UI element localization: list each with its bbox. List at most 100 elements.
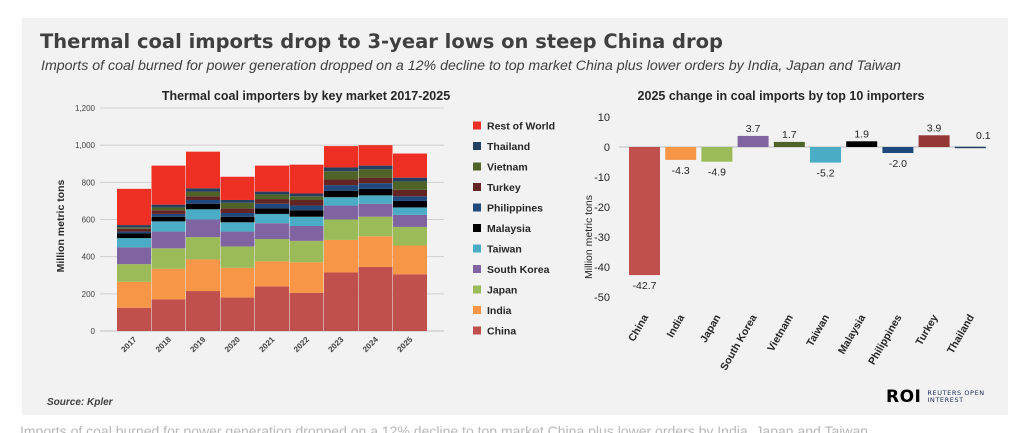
left-bar-segment-taiwan-2024 — [358, 195, 393, 204]
left-bar-segment-philippines-2022 — [289, 205, 324, 211]
left-bar-segment-taiwan-2022 — [289, 216, 324, 227]
left-bar-segment-india-2017 — [117, 281, 151, 308]
left-chart-x-tick-label: 2020 — [223, 335, 242, 354]
left-bar-segment-turkey-2024 — [358, 177, 393, 184]
chart-card: Thermal coal imports drop to 3-year lows… — [22, 18, 1008, 415]
left-bar-segment-rest-of-world-2024 — [358, 145, 393, 166]
left-bar-segment-turkey-2025 — [393, 189, 427, 197]
left-bar-segment-china-2019 — [186, 291, 220, 331]
left-bar-segment-malaysia-2017 — [117, 233, 151, 239]
right-bar-value-label: 1.7 — [782, 129, 797, 141]
right-chart-y-ticks: 10 0 -10 -20 -30 -40 -50 — [594, 112, 610, 304]
left-bar-segment-japan-2021 — [255, 239, 289, 262]
legend-label-china: China — [487, 326, 516, 338]
left-bar-segment-vietnam-2022 — [289, 196, 324, 200]
left-bar-segment-south-korea-2023 — [324, 205, 358, 220]
left-bar-segment-vietnam-2020 — [220, 202, 255, 209]
left-bar-segment-china-2021 — [255, 286, 289, 331]
left-chart-x-tick-label: 2017 — [119, 335, 138, 354]
left-bar-segment-thailand-2022 — [289, 193, 324, 197]
legend-swatch-south-korea — [473, 265, 481, 273]
left-chart-bars — [117, 145, 427, 331]
roi-logo-word: ROI — [886, 387, 922, 407]
legend-swatch-malaysia — [473, 224, 481, 232]
left-bar-segment-china-2017 — [117, 307, 151, 331]
left-bar-segment-malaysia-2019 — [186, 203, 220, 210]
right-chart-value-labels: -42.7 -4.3 -4.9 3.7 1.7 -5.2 1.9 -2.0 3.9 0.1 — [633, 122, 991, 292]
legend-label-india: India — [487, 305, 512, 317]
left-chart-x-tick-label: 2021 — [257, 335, 276, 354]
page-subtitle: Imports of coal burned for power generat… — [41, 58, 901, 74]
right-chart-x-tick-label: Turkey — [913, 312, 940, 347]
left-bar-segment-south-korea-2018 — [151, 231, 186, 249]
left-bar-segment-taiwan-2025 — [393, 207, 427, 215]
roi-logo: ROI REUTERS OPEN INTEREST — [886, 387, 985, 407]
charts-canvas: Thermal coal importers by key market 201… — [55, 89, 991, 373]
legend-label-vietnam: Vietnam — [487, 162, 528, 174]
legend-swatch-thailand — [473, 142, 481, 150]
left-bar-segment-turkey-2017 — [117, 228, 151, 232]
left-chart-x-tick-label: 2019 — [188, 335, 207, 354]
left-bar-segment-thailand-2019 — [186, 188, 220, 192]
left-chart-y-tick-label: 400 — [82, 253, 96, 262]
right-bar-south-korea — [737, 135, 769, 147]
left-bar-segment-taiwan-2020 — [220, 222, 255, 232]
right-chart-x-tick-label: Thailand — [945, 313, 977, 356]
left-bar-segment-south-korea-2025 — [393, 214, 427, 227]
left-bar-segment-taiwan-2017 — [117, 238, 151, 248]
right-bar-taiwan — [810, 147, 841, 163]
right-bar-philippines — [882, 147, 914, 153]
legend-swatch-rest-of-world — [473, 121, 481, 130]
legend-swatch-turkey — [473, 183, 481, 191]
left-bar-segment-taiwan-2023 — [324, 197, 358, 206]
left-bar-segment-thailand-2023 — [324, 167, 358, 172]
left-bar-segment-india-2023 — [324, 239, 358, 273]
left-bar-segment-south-korea-2022 — [289, 226, 324, 241]
right-chart-y-tick-label: -40 — [594, 262, 610, 274]
left-bar-segment-south-korea-2019 — [186, 219, 220, 238]
left-bar-segment-malaysia-2018 — [151, 216, 186, 222]
left-bar-segment-thailand-2025 — [393, 177, 427, 182]
right-chart-x-tick-label: China — [626, 312, 651, 343]
left-bar-segment-india-2019 — [186, 259, 220, 292]
source-note: Source: Kpler — [47, 397, 113, 408]
left-bar-segment-vietnam-2021 — [255, 194, 289, 200]
left-bar-segment-malaysia-2025 — [393, 200, 427, 208]
right-chart-x-tick-label: South Korea — [718, 312, 760, 372]
left-bar-segment-india-2025 — [393, 245, 427, 275]
left-bar-segment-malaysia-2024 — [358, 188, 393, 196]
left-chart-y-tick-label: 200 — [82, 290, 96, 299]
left-bar-segment-malaysia-2022 — [289, 210, 324, 217]
right-bar-value-label: -4.3 — [672, 165, 690, 177]
left-bar-segment-rest-of-world-2022 — [289, 164, 324, 194]
right-chart-y-tick-label: -10 — [594, 172, 610, 184]
left-chart-y-ticks: 0 200 400 600 800 1,000 1,200 — [75, 104, 96, 336]
legend-swatch-vietnam — [473, 162, 481, 171]
right-chart-y-axis-label: Million metric tons — [583, 195, 595, 279]
left-chart-y-tick-label: 600 — [82, 216, 96, 225]
legend-swatch-china — [473, 326, 481, 335]
left-bar-segment-rest-of-world-2023 — [324, 146, 358, 168]
right-chart-y-tick-label: -50 — [594, 292, 610, 304]
left-bar-segment-thailand-2018 — [151, 204, 186, 208]
left-bar-segment-japan-2024 — [358, 216, 393, 237]
background-page-text: Imports of coal burned for power generat… — [20, 424, 869, 433]
legend-swatch-taiwan — [473, 244, 481, 253]
left-bar-segment-china-2018 — [151, 299, 186, 331]
legend-label-philippines: Philippines — [487, 203, 543, 215]
legend-label-malaysia: Malaysia — [487, 223, 531, 235]
left-bar-segment-thailand-2024 — [358, 165, 393, 170]
legend-swatch-india — [473, 306, 481, 314]
left-bar-segment-rest-of-world-2019 — [186, 151, 220, 189]
left-bar-segment-india-2024 — [358, 236, 393, 267]
page-title: Thermal coal imports drop to 3-year lows… — [40, 30, 723, 53]
left-bar-segment-china-2022 — [289, 292, 324, 331]
right-bar-china — [629, 147, 660, 276]
left-bar-segment-malaysia-2021 — [255, 208, 289, 214]
left-chart-y-tick-label: 1,200 — [75, 104, 96, 113]
left-bar-segment-india-2022 — [289, 262, 324, 293]
right-bar-value-label: 0.1 — [976, 130, 991, 142]
left-chart-y-tick-label: 0 — [91, 327, 96, 336]
left-chart-y-tick-label: 1,000 — [75, 141, 96, 150]
legend-label-japan: Japan — [487, 285, 517, 297]
